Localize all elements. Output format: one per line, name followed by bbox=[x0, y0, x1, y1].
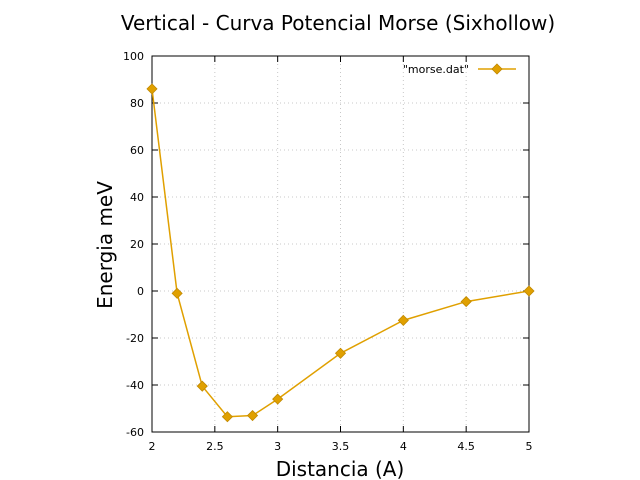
grid bbox=[152, 56, 529, 432]
y-tick-label: 60 bbox=[130, 144, 144, 157]
legend: "morse.dat" bbox=[403, 63, 516, 76]
y-tick-labels: -60 -40 -20 0 20 40 60 80 100 bbox=[123, 50, 144, 439]
data-point bbox=[272, 393, 284, 405]
legend-label: "morse.dat" bbox=[403, 63, 469, 76]
series bbox=[146, 83, 535, 423]
y-tick-label: -40 bbox=[126, 379, 144, 392]
legend-marker bbox=[491, 63, 503, 75]
x-tick-label: 2 bbox=[149, 440, 156, 453]
y-tick-label: 40 bbox=[130, 191, 144, 204]
y-tick-label: -20 bbox=[126, 332, 144, 345]
data-point bbox=[171, 287, 183, 299]
y-tick-label: 100 bbox=[123, 50, 144, 63]
y-tick-label: 80 bbox=[130, 97, 144, 110]
data-point bbox=[246, 409, 259, 422]
chart-title: Vertical - Curva Potencial Morse (Sixhol… bbox=[121, 11, 555, 35]
data-point bbox=[523, 285, 535, 297]
x-tick-labels: 2 2.5 3 3.5 4 4.5 5 bbox=[149, 440, 533, 453]
y-tick-label: -60 bbox=[126, 426, 144, 439]
x-tick-label: 5 bbox=[526, 440, 533, 453]
y-axis-label: Energia meV bbox=[93, 181, 117, 309]
y-tick-label: 0 bbox=[137, 285, 144, 298]
data-point bbox=[460, 296, 472, 308]
x-axis-label: Distancia (A) bbox=[276, 457, 405, 480]
x-tick-label: 3.5 bbox=[332, 440, 350, 453]
ticks bbox=[151, 55, 530, 433]
data-point bbox=[146, 83, 158, 95]
y-tick-label: 20 bbox=[130, 238, 144, 251]
series-line bbox=[151, 88, 530, 418]
x-tick-label: 2.5 bbox=[206, 440, 224, 453]
x-tick-label: 4 bbox=[400, 440, 407, 453]
data-point bbox=[196, 380, 208, 392]
x-tick-label: 3 bbox=[274, 440, 281, 453]
data-point bbox=[397, 314, 409, 326]
data-point bbox=[221, 411, 233, 423]
data-point bbox=[334, 347, 347, 359]
x-tick-label: 4.5 bbox=[457, 440, 475, 453]
